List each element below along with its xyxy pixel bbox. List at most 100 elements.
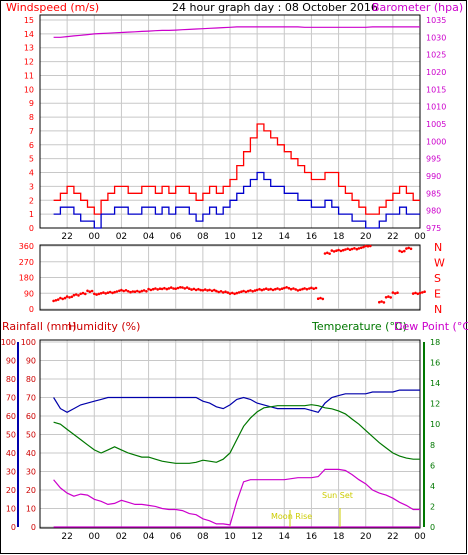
- wind-tick-label: 4: [29, 169, 34, 178]
- humidity-line: [53, 389, 420, 413]
- humidity-tick-label: 0: [31, 523, 36, 532]
- compass-label: N: [434, 303, 442, 316]
- direction-point: [151, 287, 155, 291]
- direction-point: [362, 245, 365, 249]
- direction-point: [384, 296, 388, 299]
- direction-point: [206, 289, 209, 292]
- direction-point: [418, 291, 422, 295]
- direction-point: [74, 293, 78, 296]
- direction-point: [262, 288, 266, 291]
- rainfall-ticks: 0 10 20 30 40 50 60 70 80 90 100: [1, 338, 16, 532]
- direction-point: [95, 293, 98, 296]
- direction-point: [414, 291, 417, 295]
- baro-tick-label: 1005: [426, 120, 446, 129]
- direction-point: [328, 252, 331, 255]
- baro-tick-label: 1025: [426, 51, 446, 60]
- wind-tick-label: 0: [29, 224, 34, 233]
- direction-point: [296, 289, 300, 292]
- direction-point: [192, 287, 196, 291]
- x-tick-label: 00: [89, 232, 101, 242]
- humidity-tick-label: 100: [21, 338, 36, 347]
- direction-point: [357, 247, 361, 250]
- wind-tick-label: 1: [29, 210, 34, 219]
- humidity-tick-label: 30: [26, 468, 36, 477]
- direction-point: [84, 292, 87, 296]
- direction-point: [400, 250, 404, 254]
- wind-tick-label: 14: [24, 30, 34, 39]
- direction-point: [264, 287, 268, 291]
- direction-point: [163, 286, 166, 290]
- direction-point: [314, 286, 318, 290]
- temperature-panel-x-ticks: 22 00 02 04 06 08 10 12 14 16 18 20 22 00: [61, 532, 426, 542]
- x-tick-label: 20: [360, 532, 372, 542]
- wind-tick-label: 2: [29, 196, 34, 205]
- direction-point: [183, 287, 187, 290]
- direction-point: [251, 290, 254, 293]
- direction-point: [221, 291, 225, 294]
- direction-point: [312, 287, 316, 291]
- wind-tick-label: 13: [24, 44, 34, 53]
- x-tick-label: 22: [387, 232, 398, 242]
- direction-panel-frame: [39, 244, 421, 311]
- direction-point: [244, 290, 248, 294]
- direction-tick-label: 270: [19, 258, 34, 267]
- direction-point: [176, 286, 180, 290]
- direction-point: [283, 286, 286, 290]
- direction-point: [421, 291, 424, 294]
- x-tick-label: 14: [279, 232, 291, 242]
- direction-point: [287, 286, 291, 290]
- x-tick-label: 20: [360, 232, 372, 242]
- temperature-tick-label: 8: [430, 441, 435, 450]
- direction-point: [346, 247, 350, 251]
- temperature-tick-label: 18: [430, 338, 440, 347]
- direction-point: [316, 297, 320, 301]
- humidity-tick-label: 70: [26, 394, 36, 403]
- direction-points: [52, 244, 426, 304]
- direction-point: [292, 287, 295, 290]
- x-tick-label: 02: [116, 532, 127, 542]
- direction-point: [364, 244, 368, 248]
- barometer-line: [53, 26, 420, 38]
- wind-panel-grid: [40, 15, 421, 229]
- direction-point: [280, 287, 284, 291]
- direction-point: [70, 295, 74, 299]
- temperature-tick-label: 16: [430, 359, 440, 368]
- direction-point: [391, 291, 395, 294]
- direction-point: [90, 289, 94, 293]
- direction-point: [231, 291, 234, 295]
- humidity-tick-label: 40: [26, 449, 36, 458]
- direction-point: [179, 286, 182, 289]
- x-tick-label: 08: [197, 232, 209, 242]
- x-tick-label: 10: [224, 532, 236, 542]
- direction-point: [319, 296, 322, 300]
- humidity-tick-label: 90: [26, 357, 36, 366]
- direction-panel-grid: [40, 245, 421, 310]
- temperature-tick-label: 10: [430, 420, 440, 429]
- gust-low-line: [53, 171, 420, 229]
- direction-point: [423, 290, 426, 294]
- direction-point: [167, 287, 171, 290]
- graph-title: 24 hour graph day : 08 October 2016: [172, 1, 378, 14]
- direction-point: [142, 289, 146, 292]
- sun-set-label: Sun Set: [322, 491, 353, 500]
- compass-label: E: [434, 288, 441, 301]
- direction-point: [344, 248, 347, 251]
- direction-point: [61, 297, 64, 301]
- direction-point: [181, 286, 184, 289]
- direction-point: [380, 300, 383, 303]
- x-tick-label: 12: [251, 532, 262, 542]
- direction-point: [81, 291, 85, 295]
- direction-point: [348, 248, 352, 251]
- compass-label: S: [434, 272, 441, 285]
- direction-point: [350, 247, 354, 251]
- x-tick-label: 16: [306, 232, 318, 242]
- direction-point: [208, 288, 211, 292]
- direction-point: [389, 296, 393, 299]
- dewpoint-line: [53, 468, 420, 526]
- direction-point: [271, 288, 275, 292]
- baro-tick-label: 1000: [426, 137, 446, 146]
- x-tick-label: 16: [306, 532, 318, 542]
